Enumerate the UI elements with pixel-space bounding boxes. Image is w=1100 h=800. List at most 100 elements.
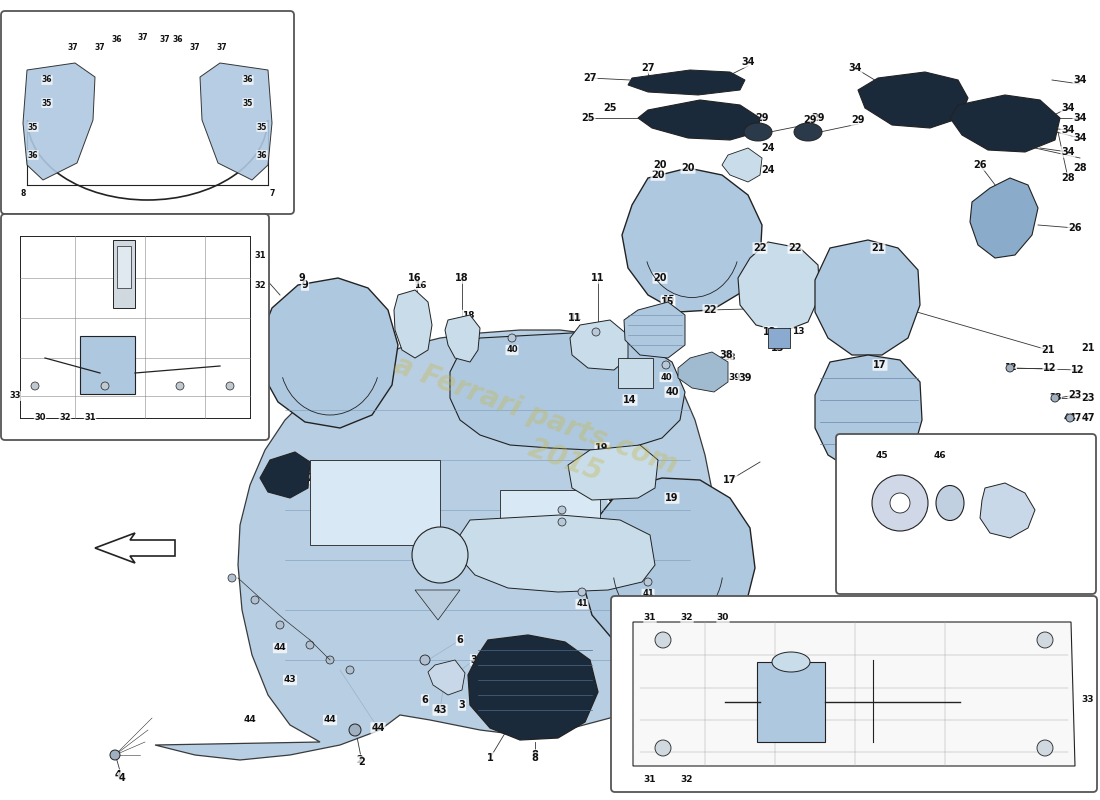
Polygon shape: [415, 590, 460, 620]
Text: 3: 3: [471, 655, 477, 665]
Text: 9: 9: [262, 273, 268, 283]
Text: 44: 44: [323, 715, 337, 725]
Text: 36: 36: [256, 150, 267, 159]
Circle shape: [654, 740, 671, 756]
Text: 40: 40: [506, 346, 518, 354]
Text: 31: 31: [85, 414, 96, 422]
Text: 31: 31: [644, 614, 657, 622]
Polygon shape: [980, 483, 1035, 538]
Bar: [500, 490, 600, 560]
Text: 16: 16: [414, 281, 427, 290]
Text: 41: 41: [576, 599, 587, 609]
Text: 6: 6: [421, 695, 428, 705]
Polygon shape: [155, 330, 715, 760]
Polygon shape: [738, 242, 820, 332]
Text: 36: 36: [112, 35, 122, 45]
Circle shape: [1050, 394, 1059, 402]
Text: 29: 29: [851, 115, 865, 125]
Text: 47: 47: [1068, 413, 1081, 423]
Text: 26: 26: [974, 160, 987, 170]
Text: 43: 43: [433, 705, 447, 715]
Bar: [117, 246, 131, 288]
Text: 35: 35: [42, 98, 52, 107]
Text: 2: 2: [356, 755, 363, 765]
Text: 5: 5: [282, 458, 288, 466]
Text: 44: 44: [243, 715, 256, 725]
Circle shape: [662, 361, 670, 369]
Text: 47: 47: [1064, 414, 1077, 422]
Text: 47: 47: [1081, 413, 1094, 423]
Text: 35: 35: [243, 98, 253, 107]
Text: 33: 33: [9, 391, 21, 401]
Text: 37: 37: [189, 42, 200, 51]
Circle shape: [110, 750, 120, 760]
Polygon shape: [570, 320, 628, 370]
Text: 39: 39: [728, 374, 741, 382]
Text: 19: 19: [595, 443, 608, 453]
Polygon shape: [722, 148, 762, 182]
Text: 23: 23: [1081, 393, 1094, 403]
Text: 30: 30: [34, 414, 46, 422]
Text: 2: 2: [359, 757, 365, 767]
Text: 12: 12: [1003, 363, 1016, 373]
Text: 41: 41: [642, 590, 653, 598]
Text: 40: 40: [591, 339, 602, 349]
Text: 45: 45: [876, 451, 889, 461]
Circle shape: [276, 621, 284, 629]
Circle shape: [1037, 632, 1053, 648]
Text: 19: 19: [608, 493, 622, 503]
Text: 29: 29: [812, 113, 825, 123]
Text: 37: 37: [217, 42, 228, 51]
Circle shape: [176, 382, 184, 390]
Text: 38: 38: [724, 354, 736, 362]
Polygon shape: [638, 100, 760, 140]
Text: 4: 4: [119, 773, 125, 783]
FancyBboxPatch shape: [1, 11, 294, 214]
Polygon shape: [632, 622, 1075, 766]
Polygon shape: [260, 278, 398, 428]
Text: 18: 18: [455, 273, 469, 283]
Ellipse shape: [794, 123, 822, 141]
Text: 49: 49: [557, 518, 568, 526]
Circle shape: [578, 588, 586, 596]
Circle shape: [1066, 414, 1074, 422]
Text: 17: 17: [724, 475, 737, 485]
Ellipse shape: [744, 123, 772, 141]
Polygon shape: [23, 63, 95, 180]
Text: 15: 15: [661, 297, 674, 307]
Polygon shape: [200, 63, 272, 180]
Text: 32: 32: [59, 414, 70, 422]
Text: 27: 27: [583, 73, 596, 83]
Text: 14: 14: [624, 394, 636, 402]
Text: 44: 44: [274, 643, 286, 653]
Text: 34: 34: [1062, 103, 1075, 113]
Circle shape: [346, 666, 354, 674]
Circle shape: [251, 596, 258, 604]
Ellipse shape: [772, 652, 810, 672]
Text: 35: 35: [28, 122, 38, 131]
Text: 10: 10: [612, 485, 625, 495]
Text: 29: 29: [803, 115, 816, 125]
Bar: [113, 240, 135, 308]
Bar: [768, 328, 790, 348]
Text: 6: 6: [456, 635, 463, 645]
Polygon shape: [568, 445, 658, 500]
Text: 25: 25: [581, 113, 595, 123]
Text: 3: 3: [459, 700, 465, 710]
Circle shape: [349, 724, 361, 736]
Circle shape: [890, 493, 910, 513]
Text: 34: 34: [741, 57, 755, 67]
Text: 34: 34: [1074, 133, 1087, 143]
Text: 12: 12: [1071, 365, 1085, 375]
Polygon shape: [970, 178, 1038, 258]
Text: 36: 36: [243, 75, 253, 85]
Bar: [618, 358, 653, 388]
Text: 15: 15: [662, 295, 674, 305]
Text: 22: 22: [789, 243, 802, 253]
Text: 14: 14: [624, 395, 637, 405]
Text: 39: 39: [738, 373, 751, 383]
Text: 34: 34: [1074, 75, 1087, 85]
Text: 34: 34: [1074, 113, 1087, 123]
Text: 34: 34: [1062, 125, 1075, 135]
Text: 11: 11: [569, 314, 581, 322]
